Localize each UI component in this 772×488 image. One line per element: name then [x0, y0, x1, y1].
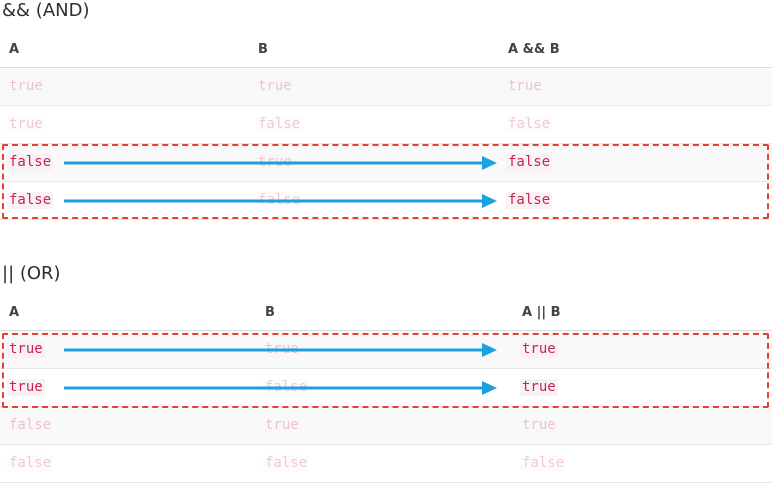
and-header-divider — [0, 67, 772, 68]
or-header-a: A — [9, 305, 20, 320]
or-header-divider — [0, 330, 772, 331]
and-row-3-a: false — [7, 154, 54, 171]
and-row-1-a: true — [7, 78, 45, 95]
and-section-title: && (AND) — [2, 0, 90, 21]
or-row-1-arrow — [64, 343, 497, 357]
and-row-1-b: true — [256, 78, 294, 95]
or-row-2-arrow — [64, 381, 497, 395]
and-row-2-a: true — [7, 116, 45, 133]
and-row-3-arrow — [64, 156, 497, 170]
and-row-4-arrow — [64, 194, 497, 208]
or-highlight-box — [2, 333, 769, 408]
or-row-3-b: true — [263, 417, 301, 434]
or-header-b: B — [265, 305, 275, 320]
or-row-2-result: true — [520, 379, 558, 396]
and-row-3-result: false — [506, 154, 553, 171]
or-row-1-a: true — [7, 341, 45, 358]
or-row-3-a: false — [7, 417, 54, 434]
or-row-2-a: true — [7, 379, 45, 396]
and-row-4-a: false — [7, 192, 54, 209]
or-row-4-result: false — [520, 455, 567, 472]
and-header-result: A && B — [508, 42, 560, 57]
or-section-title: || (OR) — [2, 263, 61, 284]
and-row-2-b: false — [256, 116, 303, 133]
or-row-1-result: true — [520, 341, 558, 358]
or-row-4-a: false — [7, 455, 54, 472]
and-row-4-result: false — [506, 192, 553, 209]
or-header-result: A || B — [522, 305, 561, 320]
and-header-b: B — [258, 42, 268, 57]
and-row-1-result: true — [506, 78, 544, 95]
and-highlight-box — [2, 144, 769, 219]
or-row-3-result: true — [520, 417, 558, 434]
and-row-1: true true true — [0, 68, 772, 106]
and-row-2: true false false — [0, 106, 772, 144]
or-row-4: false false false — [0, 445, 772, 483]
or-row-4-b: false — [263, 455, 310, 472]
and-row-2-result: false — [506, 116, 553, 133]
and-header-a: A — [9, 42, 20, 57]
or-row-3: false true true — [0, 407, 772, 445]
